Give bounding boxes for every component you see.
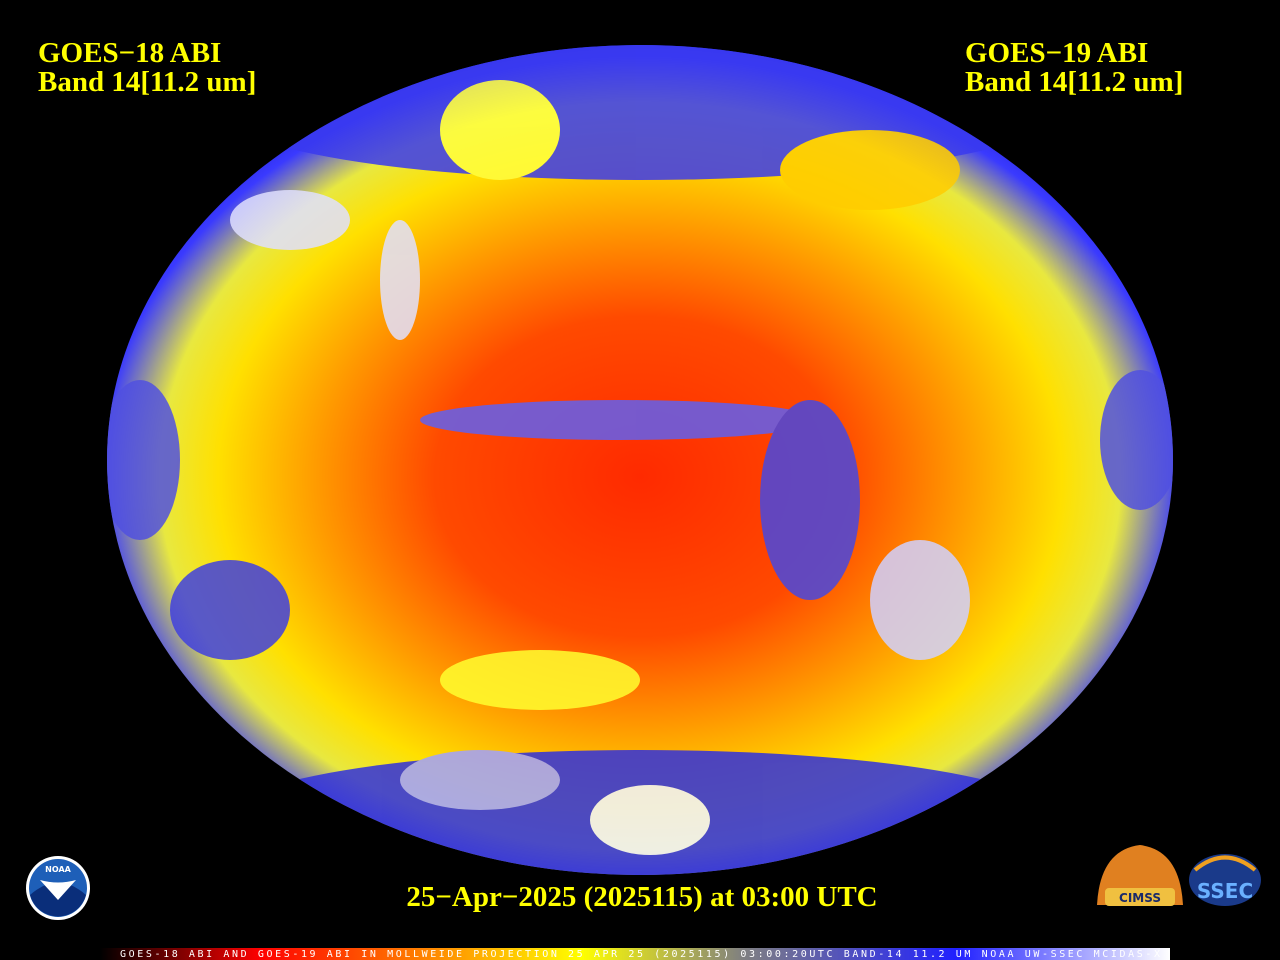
- timestamp: 25−Apr−2025 (2025115) at 03:00 UTC: [406, 881, 877, 913]
- footer-caption: GOES-18 ABI AND GOES-19 ABI IN MOLLWEIDE…: [120, 949, 1160, 960]
- left-title-line1: GOES−18 ABI: [38, 37, 221, 69]
- right-title-line1: GOES−19 ABI: [965, 37, 1148, 69]
- right-title-line2: Band 14[11.2 um]: [965, 66, 1183, 98]
- ssec-logo: SSEC: [1189, 854, 1261, 906]
- noaa-label: NOAA: [45, 865, 71, 874]
- left-title-line2: Band 14[11.2 um]: [38, 66, 256, 98]
- cimss-label: CIMSS: [1119, 891, 1161, 905]
- cimss-logo: CIMSS: [1097, 845, 1183, 906]
- globe: [107, 45, 1173, 875]
- ssec-label: SSEC: [1197, 879, 1253, 903]
- color-bar: [100, 948, 1170, 960]
- noaa-logo: NOAA: [26, 856, 90, 920]
